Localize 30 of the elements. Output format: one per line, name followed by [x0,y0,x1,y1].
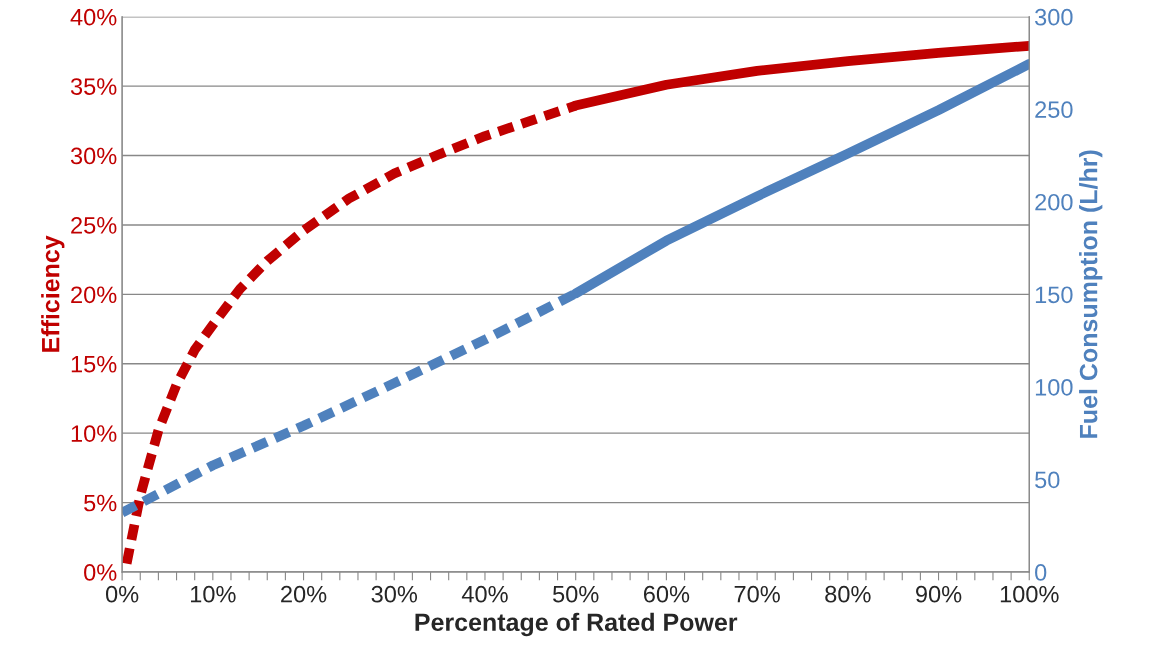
y2-tick-label: 300 [1035,8,1073,26]
y-tick-label: 20% [71,286,117,304]
x-tick-label: 80% [825,585,871,603]
y2-tick-label: 100 [1035,378,1073,396]
x-tick-label: 20% [281,585,327,603]
y2-tick-label: 150 [1035,286,1073,304]
x-tick-label: 50% [553,585,599,603]
x-axis-title: Percentage of Rated Power [415,612,738,637]
x-tick-label: 10% [191,585,236,603]
y-tick-label: 35% [70,78,117,95]
y2-tick-label: 200 [1035,193,1073,211]
y2-axis-title: Fuel Consumption (L/hr) [1079,150,1103,438]
y2-tick-label: 250 [1035,101,1073,119]
x-tick-label: 30% [371,585,418,603]
y-tick-label: 0% [84,564,117,581]
y-tick-label: 15% [71,355,117,373]
x-tick-label: 40% [461,585,508,603]
x-tick-label: 60% [643,585,690,603]
y-tick-label: 40% [70,8,117,26]
y-tick-label: 5% [84,494,117,512]
y2-tick-label: 0 [1035,564,1047,581]
x-tick-label: 90% [916,585,962,603]
y2-tick-label: 50 [1035,471,1060,489]
y-tick-label: 30% [70,147,117,165]
y-axis-title: Efficiency [41,235,65,352]
x-tick-label: 70% [734,585,780,603]
x-tick-label: 100% [1000,585,1059,603]
x-tick-label: 0% [105,585,139,603]
y-tick-label: 10% [71,425,117,442]
y-tick-label: 25% [71,217,117,234]
